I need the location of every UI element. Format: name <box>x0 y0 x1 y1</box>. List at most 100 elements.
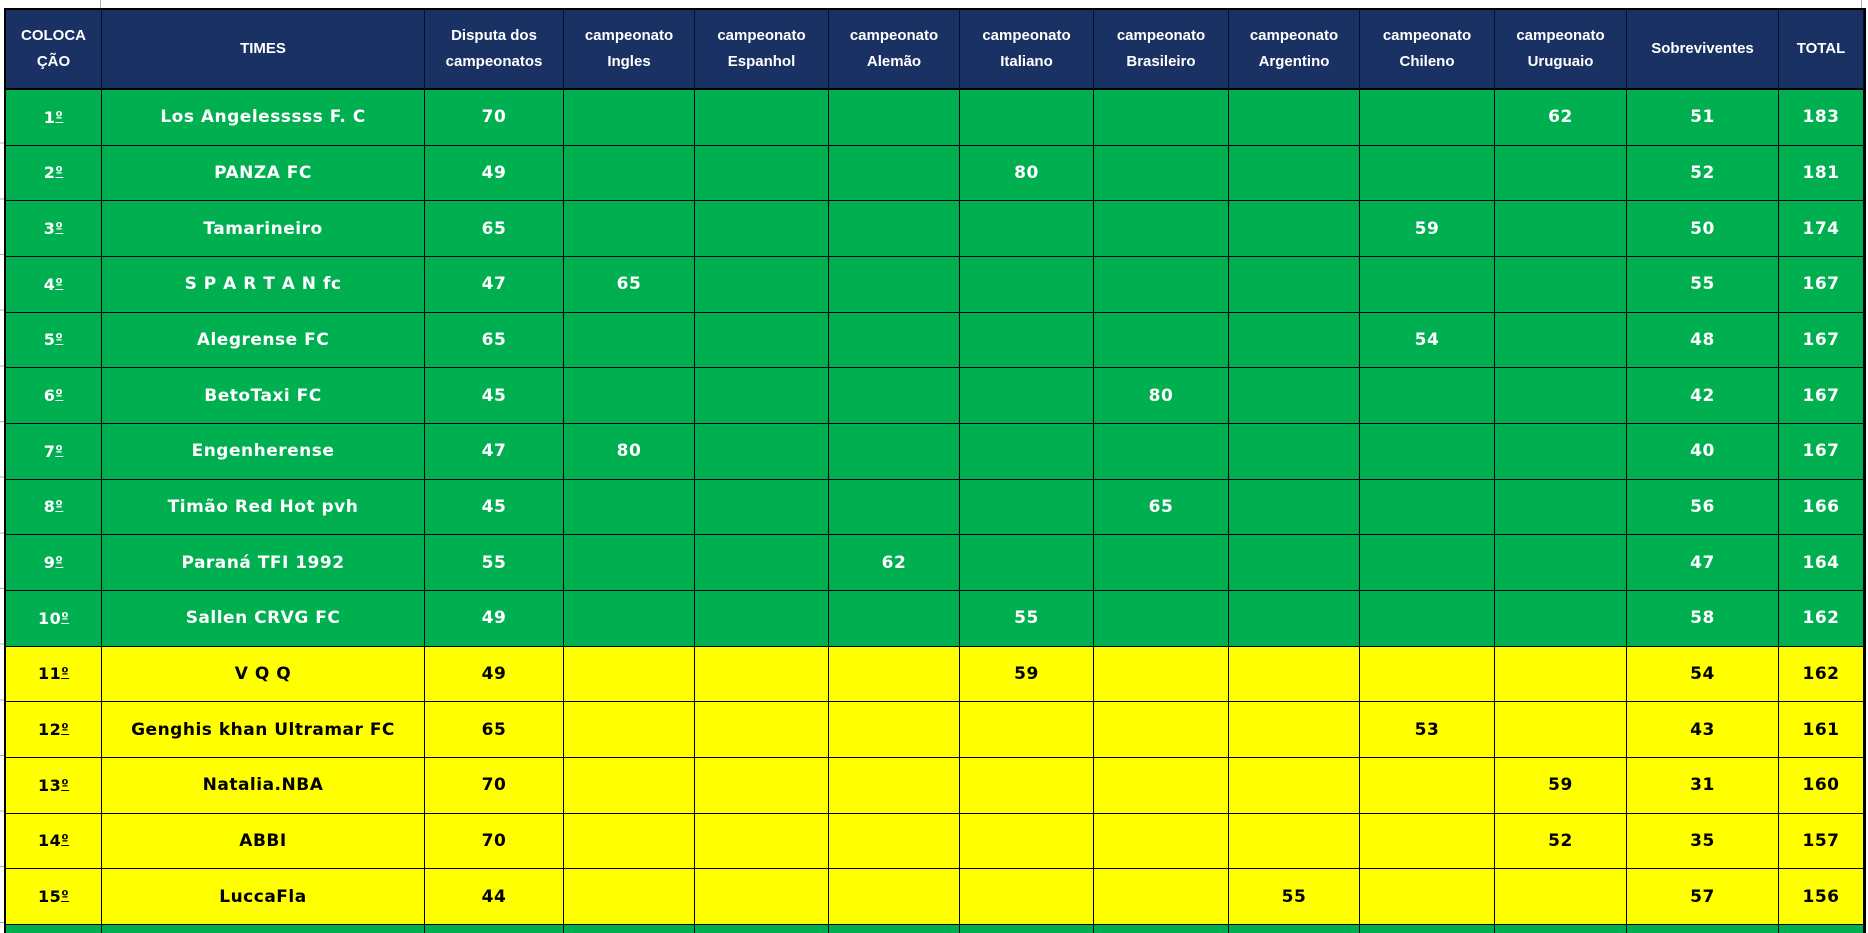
cell-disputa[interactable]: 49 <box>425 646 564 703</box>
cell-espanhol[interactable] <box>695 256 829 313</box>
cell-brasileiro[interactable]: 65 <box>1094 479 1229 536</box>
next-row-cell[interactable] <box>425 924 564 933</box>
cell-disputa[interactable]: 47 <box>425 423 564 480</box>
cell-argentino[interactable]: 55 <box>1229 869 1360 925</box>
cell-uruguaio[interactable] <box>1495 590 1627 647</box>
cell-alemao[interactable] <box>829 90 960 146</box>
cell-alemao[interactable] <box>829 201 960 257</box>
cell-team-name[interactable]: ABBI <box>102 813 425 870</box>
next-row-cell[interactable] <box>1495 924 1627 933</box>
column-header-alemao[interactable]: campeonato Alemão <box>829 10 960 90</box>
cell-ingles[interactable] <box>564 869 695 925</box>
cell-espanhol[interactable] <box>695 145 829 202</box>
column-header-team[interactable]: TIMES <box>102 10 425 90</box>
cell-disputa[interactable]: 65 <box>425 702 564 758</box>
cell-italiano[interactable] <box>960 813 1094 870</box>
cell-italiano[interactable] <box>960 90 1094 146</box>
cell-sobreviventes[interactable]: 42 <box>1627 368 1779 424</box>
cell-italiano[interactable] <box>960 201 1094 257</box>
cell-espanhol[interactable] <box>695 90 829 146</box>
cell-chileno[interactable] <box>1360 869 1495 925</box>
cell-uruguaio[interactable] <box>1495 145 1627 202</box>
cell-disputa[interactable]: 45 <box>425 479 564 536</box>
next-row-cell[interactable] <box>960 924 1094 933</box>
cell-sobreviventes[interactable]: 40 <box>1627 423 1779 480</box>
cell-brasileiro[interactable] <box>1094 90 1229 146</box>
cell-total[interactable]: 166 <box>1779 479 1864 536</box>
cell-alemao[interactable] <box>829 423 960 480</box>
cell-team-name[interactable]: Tamarineiro <box>102 201 425 257</box>
cell-espanhol[interactable] <box>695 423 829 480</box>
cell-disputa[interactable]: 65 <box>425 312 564 369</box>
cell-italiano[interactable] <box>960 702 1094 758</box>
cell-ingles[interactable]: 80 <box>564 423 695 480</box>
cell-total[interactable]: 174 <box>1779 201 1864 257</box>
cell-brasileiro[interactable] <box>1094 869 1229 925</box>
cell-argentino[interactable] <box>1229 201 1360 257</box>
cell-uruguaio[interactable]: 52 <box>1495 813 1627 870</box>
cell-chileno[interactable] <box>1360 256 1495 313</box>
cell-sobreviventes[interactable]: 56 <box>1627 479 1779 536</box>
cell-ingles[interactable]: 65 <box>564 256 695 313</box>
cell-total[interactable]: 167 <box>1779 423 1864 480</box>
cell-chileno[interactable] <box>1360 757 1495 814</box>
cell-brasileiro[interactable]: 80 <box>1094 368 1229 424</box>
cell-position[interactable]: 13 º <box>6 757 102 814</box>
cell-chileno[interactable] <box>1360 368 1495 424</box>
cell-ingles[interactable] <box>564 145 695 202</box>
cell-espanhol[interactable] <box>695 813 829 870</box>
cell-position[interactable]: 10 º <box>6 590 102 647</box>
cell-disputa[interactable]: 49 <box>425 145 564 202</box>
cell-argentino[interactable] <box>1229 368 1360 424</box>
cell-espanhol[interactable] <box>695 646 829 703</box>
cell-disputa[interactable]: 65 <box>425 201 564 257</box>
cell-ingles[interactable] <box>564 646 695 703</box>
cell-argentino[interactable] <box>1229 702 1360 758</box>
cell-espanhol[interactable] <box>695 201 829 257</box>
cell-alemao[interactable] <box>829 312 960 369</box>
next-row-cell[interactable] <box>1627 924 1779 933</box>
column-header-uruguaio[interactable]: campeonato Uruguaio <box>1495 10 1627 90</box>
cell-alemao[interactable] <box>829 368 960 424</box>
cell-brasileiro[interactable] <box>1094 590 1229 647</box>
cell-disputa[interactable]: 70 <box>425 813 564 870</box>
cell-team-name[interactable]: V Q Q <box>102 646 425 703</box>
cell-alemao[interactable] <box>829 702 960 758</box>
cell-sobreviventes[interactable]: 55 <box>1627 256 1779 313</box>
cell-chileno[interactable]: 59 <box>1360 201 1495 257</box>
cell-alemao[interactable] <box>829 145 960 202</box>
cell-disputa[interactable]: 47 <box>425 256 564 313</box>
cell-total[interactable]: 162 <box>1779 646 1864 703</box>
column-header-disputa[interactable]: Disputa dos campeonatos <box>425 10 564 90</box>
cell-disputa[interactable]: 49 <box>425 590 564 647</box>
cell-total[interactable]: 164 <box>1779 535 1864 591</box>
cell-uruguaio[interactable] <box>1495 368 1627 424</box>
cell-italiano[interactable] <box>960 535 1094 591</box>
cell-uruguaio[interactable] <box>1495 479 1627 536</box>
cell-sobreviventes[interactable]: 54 <box>1627 646 1779 703</box>
next-row-cell[interactable] <box>102 924 425 933</box>
cell-argentino[interactable] <box>1229 813 1360 870</box>
cell-ingles[interactable] <box>564 479 695 536</box>
cell-espanhol[interactable] <box>695 590 829 647</box>
cell-position[interactable]: 12 º <box>6 702 102 758</box>
column-header-italiano[interactable]: campeonato Italiano <box>960 10 1094 90</box>
cell-disputa[interactable]: 55 <box>425 535 564 591</box>
next-row-cell[interactable] <box>695 924 829 933</box>
cell-italiano[interactable]: 59 <box>960 646 1094 703</box>
cell-brasileiro[interactable] <box>1094 646 1229 703</box>
column-header-pos[interactable]: COLOCA ÇÃO <box>6 10 102 90</box>
cell-total[interactable]: 181 <box>1779 145 1864 202</box>
cell-brasileiro[interactable] <box>1094 145 1229 202</box>
cell-chileno[interactable]: 53 <box>1360 702 1495 758</box>
cell-team-name[interactable]: S P A R T A N fc <box>102 256 425 313</box>
cell-sobreviventes[interactable]: 51 <box>1627 90 1779 146</box>
cell-espanhol[interactable] <box>695 312 829 369</box>
